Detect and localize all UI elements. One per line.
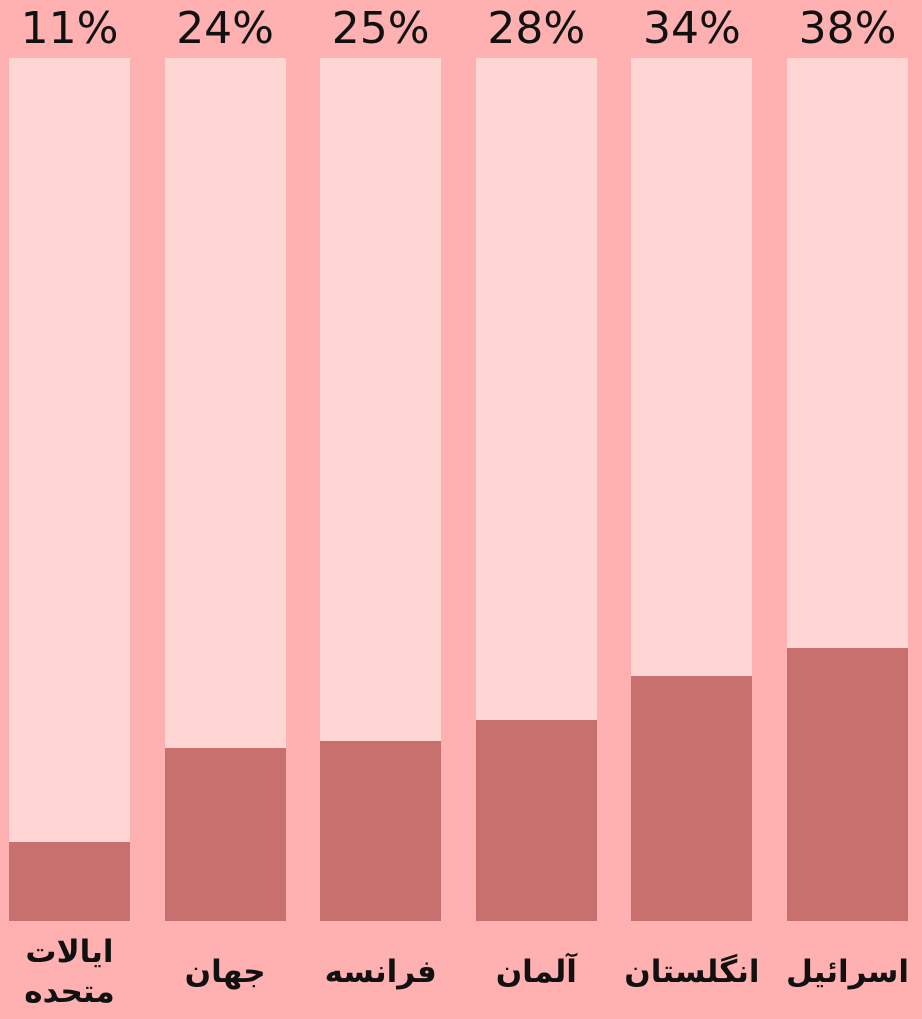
bar <box>475 719 597 921</box>
bar <box>164 748 286 921</box>
bar <box>320 741 442 921</box>
value-label: 25% <box>331 3 430 54</box>
value-label: 38% <box>798 3 897 54</box>
category-label: ایالات متحده <box>24 933 115 1010</box>
category-label: اسرائیل <box>786 953 909 990</box>
category-label: انگلستان <box>624 953 760 990</box>
bar <box>631 676 753 921</box>
value-label: 34% <box>642 3 741 54</box>
category-label: جهان <box>184 953 266 990</box>
category-label: فرانسه <box>324 953 437 990</box>
value-label: 24% <box>176 3 274 54</box>
category-label: آلمان <box>495 953 577 990</box>
bar-track <box>9 58 130 921</box>
value-label: 28% <box>487 3 586 54</box>
bar <box>787 647 908 921</box>
value-label: 11% <box>20 3 119 54</box>
bar <box>9 841 130 921</box>
